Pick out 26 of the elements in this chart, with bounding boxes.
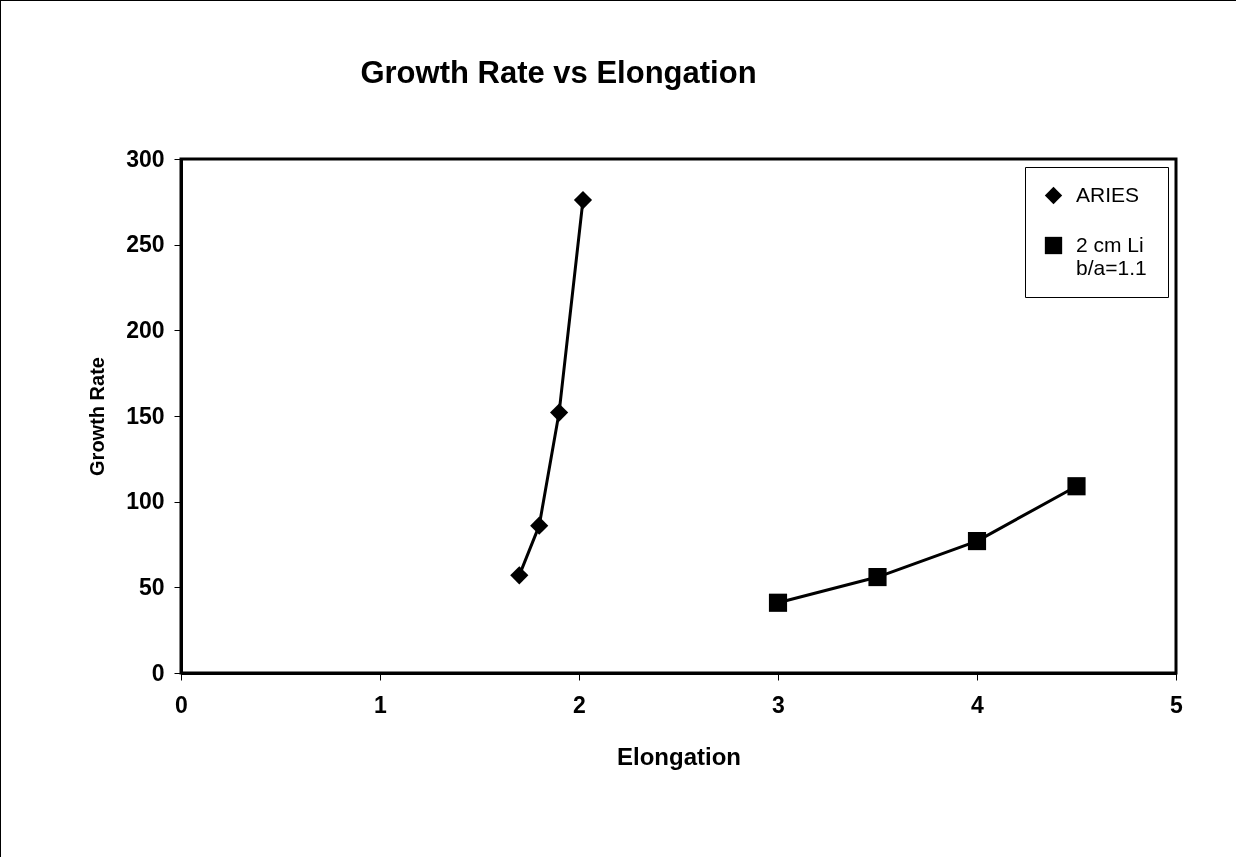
- x-tick-label: 2: [573, 691, 586, 718]
- y-tick-label: 200: [126, 316, 165, 343]
- y-tick-label: 300: [126, 145, 165, 172]
- point: [868, 567, 887, 587]
- x-tick-label: 0: [175, 691, 188, 718]
- y-tick-label: 150: [126, 402, 165, 429]
- x-tick-label: 4: [971, 691, 985, 718]
- point: [1067, 477, 1086, 496]
- y-tick-label: 100: [126, 488, 165, 515]
- legend-label: 2 cm Li b/a=1.1: [1076, 232, 1147, 279]
- x-tick-label: 5: [1170, 691, 1184, 718]
- y-tick-label: 50: [138, 573, 165, 600]
- x-tick-label: 1: [374, 691, 388, 718]
- y-axis-title: Growth Rate: [86, 357, 109, 476]
- x-tick-label: 3: [772, 691, 785, 718]
- x-axis-title: Elongation: [617, 742, 741, 770]
- y-tick-label: 0: [151, 659, 165, 686]
- legend-label: ARIES: [1076, 182, 1140, 206]
- point: [768, 593, 788, 612]
- point: [967, 531, 987, 551]
- chart-title: Growth Rate vs Elongation: [360, 55, 757, 90]
- point: [510, 566, 529, 585]
- point: [550, 403, 569, 422]
- y-tick-label: 250: [126, 231, 165, 258]
- point: [573, 191, 593, 210]
- point: [530, 516, 549, 535]
